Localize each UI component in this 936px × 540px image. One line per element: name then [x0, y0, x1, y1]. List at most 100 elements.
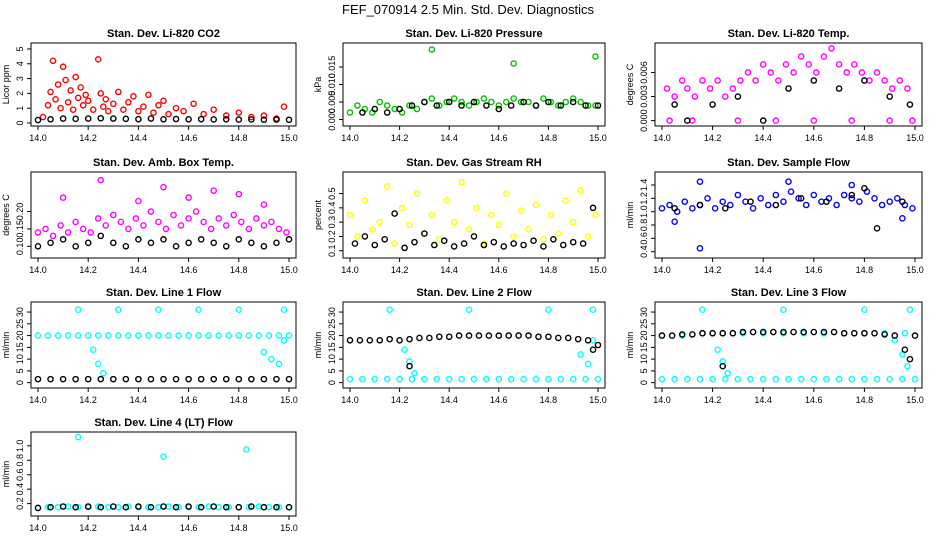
co2-secondary-point — [273, 116, 280, 123]
pressure-secondary-point — [433, 102, 441, 109]
line2-secondary-point — [396, 336, 403, 344]
sampleflow-primary-point — [696, 245, 704, 252]
sampleflow-primary-point — [810, 191, 818, 199]
temp-primary-point — [691, 93, 699, 100]
ambtemp-primary-point — [268, 218, 275, 226]
line4-secondary-point — [273, 503, 280, 511]
pressure-primary-point — [488, 98, 495, 106]
ambtemp-primary-point — [94, 215, 102, 222]
line4-primary-point — [74, 433, 82, 441]
temp-primary-point — [881, 77, 888, 84]
ambtemp-secondary-point — [72, 243, 79, 250]
ambtemp-y-tick-label: 0.10 — [15, 238, 25, 256]
sampleflow-primary-point — [802, 201, 810, 209]
line2-plot-frame — [342, 301, 606, 389]
line3-secondary-point — [820, 328, 828, 336]
line4-x-tick-label: 14.6 — [180, 523, 198, 533]
sampleflow-primary-point — [909, 205, 916, 212]
temp-primary-point — [873, 69, 881, 76]
co2-primary-point — [39, 113, 47, 121]
rh-secondary-point — [450, 243, 458, 250]
pressure-primary-point — [346, 109, 354, 116]
line1-secondary-point — [59, 375, 67, 383]
temp-secondary-point — [861, 77, 868, 84]
co2-y-tick-label: 4 — [15, 61, 25, 66]
co2-secondary-point — [84, 115, 92, 122]
ambtemp-primary-point — [87, 229, 95, 236]
co2-x-tick-label: 14.0 — [29, 133, 47, 143]
line4-x-tick-label: 14.4 — [130, 523, 148, 533]
co2-primary-point — [89, 106, 97, 113]
sampleflow-x-tick-label: 14.0 — [653, 265, 671, 275]
line1-primary-point — [205, 332, 212, 339]
rh-secondary-point — [440, 237, 448, 245]
rh-x-tick-label: 14.4 — [440, 265, 458, 275]
line3-secondary-point — [770, 328, 777, 336]
pressure-primary-point — [562, 98, 570, 106]
rh-secondary-point — [361, 233, 369, 240]
line3-secondary-point — [861, 329, 868, 337]
co2-primary-point — [82, 91, 89, 99]
line1-primary-point — [64, 332, 72, 339]
temp-secondary-point — [671, 101, 678, 108]
co2-secondary-point — [34, 116, 42, 124]
line1-secondary-point — [172, 375, 180, 383]
line1-plot-frame — [30, 301, 297, 389]
line4-primary-point — [275, 503, 283, 511]
line3-x-tick-label: 14.4 — [754, 395, 772, 405]
line1-primary-point — [125, 332, 132, 339]
line2-y-tick-label: 20 — [327, 331, 337, 341]
line1-primary-point — [175, 332, 182, 339]
ambtemp-secondary-point — [260, 243, 268, 250]
line3-x-tick-label: 14.0 — [653, 395, 671, 405]
sampleflow-primary-point — [840, 191, 848, 199]
rh-primary-point — [443, 197, 451, 205]
rh-primary-point — [383, 183, 391, 190]
temp-secondary-point — [734, 93, 742, 100]
line2-primary-point — [483, 375, 490, 383]
line3-primary-point — [861, 375, 868, 383]
co2-secondary-point — [260, 116, 268, 124]
co2-primary-point — [67, 87, 74, 94]
line3-primary-point — [658, 375, 666, 383]
rh-primary-point — [406, 221, 413, 229]
line1-primary-point — [74, 332, 82, 339]
line1-primary-point — [245, 332, 253, 339]
line3-y-tick-label: 0 — [639, 380, 649, 385]
pressure-primary-point — [592, 53, 599, 60]
line3-primary-point — [785, 375, 792, 383]
line2-primary-point — [396, 375, 403, 383]
ambtemp-x-tick-label: 14.0 — [29, 265, 47, 275]
sampleflow-primary-point — [696, 178, 704, 185]
temp-primary-point — [706, 85, 714, 92]
ambtemp-x-tick-label: 14.2 — [79, 265, 97, 275]
ambtemp-primary-point — [117, 218, 125, 226]
line2-primary-point — [582, 375, 589, 383]
ambtemp-secondary-point — [59, 236, 67, 243]
rh-secondary-point — [540, 243, 547, 250]
pressure-secondary-point — [371, 105, 379, 113]
line1-secondary-point — [122, 375, 130, 383]
temp-primary-point — [737, 77, 744, 84]
line4-primary-point — [243, 446, 250, 453]
line3-secondary-point — [729, 329, 737, 337]
ambtemp-x-tick-label: 14.8 — [230, 265, 248, 275]
co2-primary-point — [280, 103, 288, 111]
line3-secondary-point — [800, 328, 807, 336]
co2-primary-point — [104, 107, 112, 115]
co2-primary-point — [115, 88, 122, 96]
temp-primary-point — [772, 117, 780, 124]
line3-primary-point — [724, 369, 732, 377]
temp-x-tick-label: 14.0 — [653, 133, 671, 143]
line2-secondary-point — [495, 332, 503, 339]
sampleflow-primary-point — [681, 198, 689, 205]
rh-x-tick-label: 14.0 — [341, 265, 359, 275]
line4-y-tick-label: 0.6 — [15, 468, 25, 481]
ambtemp-secondary-point — [34, 243, 42, 250]
sampleflow-primary-point — [734, 191, 742, 199]
pressure-primary-point — [510, 95, 517, 102]
temp-primary-point — [666, 117, 673, 124]
ambtemp-secondary-point — [197, 236, 205, 243]
sampleflow-x-tick-label: 14.2 — [704, 265, 722, 275]
